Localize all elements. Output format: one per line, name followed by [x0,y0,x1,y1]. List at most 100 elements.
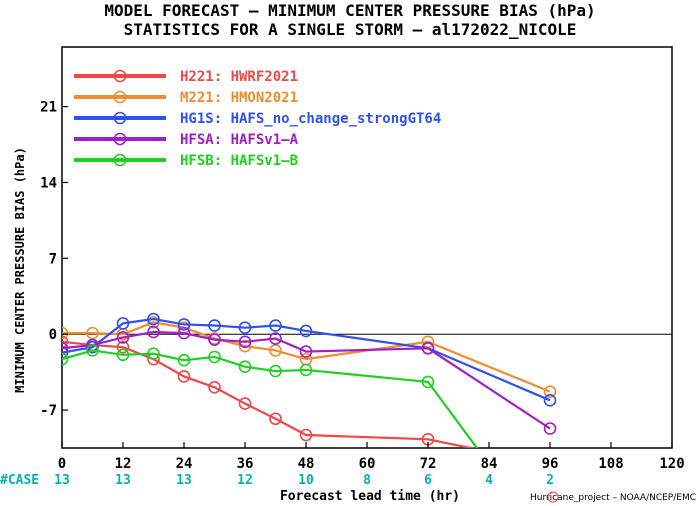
data-point [62,335,69,349]
credit-marker [547,491,559,503]
data-point [543,385,557,398]
data-point [543,422,557,435]
x-tick-label: 0 [58,456,66,472]
legend: H221: HWRF2021 M221: HMON2021 HG1S: HAFS_n… [74,69,441,169]
data-point [147,315,160,329]
data-point [238,321,252,335]
y-tick-label: 14 [40,175,57,191]
data-point [147,347,160,361]
chart-title-line1: MODEL FORECAST – MINIMUM CENTER PRESSURE… [104,1,595,20]
data-point [177,318,191,331]
series-3 [62,325,557,435]
legend-marker [113,111,127,125]
data-point [269,344,282,357]
data-point [269,364,282,378]
credit-text: Hurricane_project – NOAA/NCEP/EMC [530,493,696,503]
data-point [62,346,69,359]
data-point [299,345,313,358]
data-point [269,332,282,345]
y-tick-labels: -7 0 7 14 21 [40,100,68,419]
x-tick-label: 96 [542,456,559,472]
data-point [116,331,130,344]
series-4 [62,344,479,448]
legend-marker [113,153,127,167]
legend-label: M221: HMON2021 [180,90,298,106]
case-count: 10 [298,473,314,488]
data-point [208,350,221,364]
data-point [177,370,191,383]
plot-frame [61,46,673,449]
data-point [238,335,252,349]
legend-marker [113,69,127,83]
data-point [543,394,557,407]
case-label: #CASE [0,473,39,488]
data-point [177,326,191,340]
data-point [299,363,313,377]
case-count: 2 [546,473,554,488]
data-point [116,340,130,354]
legend-label: HFSA: HAFSv1–A [180,132,299,148]
x-tick-labels: 0 12 24 36 48 60 72 84 96 108 120 [58,442,685,472]
y-tick-label: 7 [49,251,57,267]
y-tick-label: 0 [49,327,57,343]
plot-area [61,46,673,449]
x-axis-label: Forecast lead time (hr) [280,489,460,504]
data-point [62,341,69,355]
case-count: 8 [363,473,371,488]
data-point [116,348,130,362]
series-line [62,317,551,402]
x-tick-label: 72 [420,456,437,472]
data-point [299,428,313,442]
data-point [147,325,160,339]
data-point [269,412,282,426]
series-group [62,312,557,448]
legend-marker [113,132,127,146]
data-point [238,339,252,353]
data-point [62,326,69,340]
legend-label: HFSB: HAFSv1–B [180,153,298,169]
chart-title-line2: STATISTICS FOR A SINGLE STORM – al172022… [124,20,577,39]
data-point [62,352,69,366]
x-tick-label: 84 [481,456,498,472]
case-count: 6 [424,473,432,488]
legend-marker [113,90,127,104]
y-axis-label: MINIMUM CENTER PRESSURE BIAS (hPa) [13,147,27,393]
data-point [421,341,435,355]
series-0 [62,335,476,448]
x-tick-label: 24 [176,456,193,472]
series-line [62,349,479,448]
data-point [147,312,160,326]
series-2 [62,312,557,407]
data-point [177,353,191,367]
data-point [208,333,221,346]
series-line [62,330,551,430]
x-tick-label: 108 [598,456,623,472]
data-point [269,319,282,332]
case-count: 13 [54,473,70,488]
data-point [116,317,130,330]
data-point [208,381,221,394]
x-tick-label: 60 [359,456,376,472]
legend-label: H221: HWRF2021 [180,69,298,85]
case-count-row: #CASE 13 13 13 12 10 8 6 4 2 [0,473,554,488]
x-tick-label: 120 [659,456,684,472]
case-count: 13 [176,473,192,488]
case-count: 4 [485,473,493,488]
case-count: 12 [237,473,253,488]
x-tick-label: 12 [115,456,132,472]
data-point [86,344,99,357]
data-point [238,360,252,374]
data-point [238,397,252,410]
data-point [421,375,435,389]
series-line [62,340,476,448]
data-point [208,319,221,332]
x-tick-label: 48 [298,456,315,472]
data-point [86,326,99,340]
legend-label: HG1S: HAFS_no_change_strongGT64 [180,111,441,127]
data-point [299,324,313,338]
y-tick-label: 21 [40,100,57,116]
x-tick-label: 36 [237,456,254,472]
case-count: 13 [115,473,131,488]
y-tick-label: -7 [40,403,57,419]
